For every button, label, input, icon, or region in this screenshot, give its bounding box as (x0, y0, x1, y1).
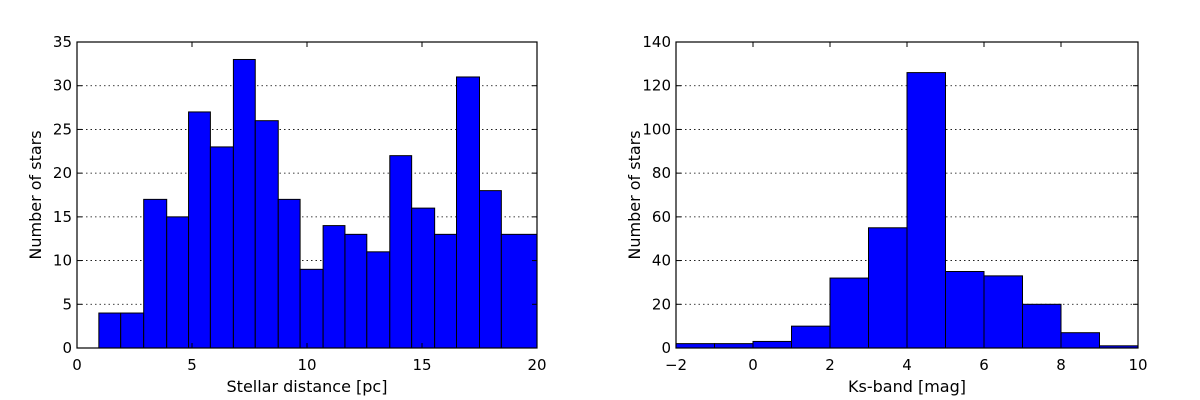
distance-ytick-label: 25 (53, 120, 72, 138)
distance-xtick-label: 15 (412, 356, 431, 374)
distance-bar-4 (188, 111, 211, 349)
distance-x-axis-label: Stellar distance [pc] (227, 377, 388, 396)
distance-y-axis-label: Number of stars (26, 130, 45, 259)
ks-xtick-label: 6 (979, 356, 989, 374)
distance-ytick-label: 5 (62, 295, 72, 313)
distance-ytick-label: 0 (62, 339, 72, 357)
ks-xtick-label: 2 (825, 356, 835, 374)
ks-ytick-label: 100 (642, 120, 671, 138)
distance-xtick-label: 20 (527, 356, 546, 374)
ks-bar-0 (675, 343, 715, 349)
ks-x-axis-label: Ks-band [mag] (848, 377, 966, 396)
distance-bar-6 (232, 58, 256, 349)
distance-bar-16 (456, 76, 480, 349)
ks-bar-6 (906, 72, 946, 349)
distance-bar-2 (143, 198, 168, 349)
ks-bar-8 (983, 275, 1023, 349)
distance-bar-1 (120, 312, 145, 349)
ks-bar-2 (752, 340, 792, 349)
distance-bar-5 (209, 146, 234, 349)
ks-bar-7 (945, 271, 985, 349)
distance-histogram-panel: 0 5 10 15 20 25 30 35 0 5 10 15 20 Stellar distance [… (26, 33, 547, 396)
distance-ytick-label: 30 (53, 77, 72, 95)
distance-bar-8 (277, 198, 301, 349)
distance-bar-13 (389, 155, 413, 349)
distance-ytick-label: 35 (53, 33, 72, 51)
distance-bar-14 (411, 207, 436, 349)
distance-bar-9 (299, 268, 324, 349)
ks-xtick-label: −2 (665, 356, 687, 374)
ks-xtick-label: 4 (902, 356, 912, 374)
ks-ytick-label: 40 (652, 252, 671, 270)
distance-bar-18 (500, 233, 538, 349)
ks-ytick-label: 140 (642, 33, 671, 51)
distance-bar-7 (254, 120, 279, 349)
ks-bar-1 (714, 343, 754, 349)
ks-xtick-label: 0 (748, 356, 758, 374)
ks-bar-4 (829, 277, 869, 349)
ks-ytick-label: 60 (652, 208, 671, 226)
ks-xtick-label: 10 (1128, 356, 1147, 374)
distance-ytick-label: 10 (53, 252, 72, 270)
ks-bar-9 (1022, 303, 1062, 349)
ks-ytick-label: 20 (652, 295, 671, 313)
distance-bar-11 (344, 233, 368, 349)
distance-xtick-label: 10 (297, 356, 316, 374)
distance-ytick-label: 20 (53, 164, 72, 182)
ks-y-axis-label: Number of stars (625, 130, 644, 259)
distance-bar-12 (366, 251, 391, 349)
ks-xtick-label: 8 (1056, 356, 1066, 374)
ks-ytick-label: 80 (652, 164, 671, 182)
distance-bar-17 (479, 190, 502, 349)
ks-bar-3 (791, 325, 831, 349)
distance-bar-15 (434, 233, 457, 349)
distance-xtick-label: 0 (72, 356, 82, 374)
ks-bar-10 (1060, 332, 1100, 349)
distance-xtick-label: 5 (187, 356, 197, 374)
ks-bar-5 (868, 227, 908, 349)
distance-bar-3 (166, 216, 190, 349)
distance-ytick-label: 15 (53, 208, 72, 226)
ks-ytick-label: 120 (642, 77, 671, 95)
ks-ytick-label: 0 (661, 339, 671, 357)
distance-bar-10 (322, 225, 346, 349)
distance-bar-0 (98, 312, 122, 349)
